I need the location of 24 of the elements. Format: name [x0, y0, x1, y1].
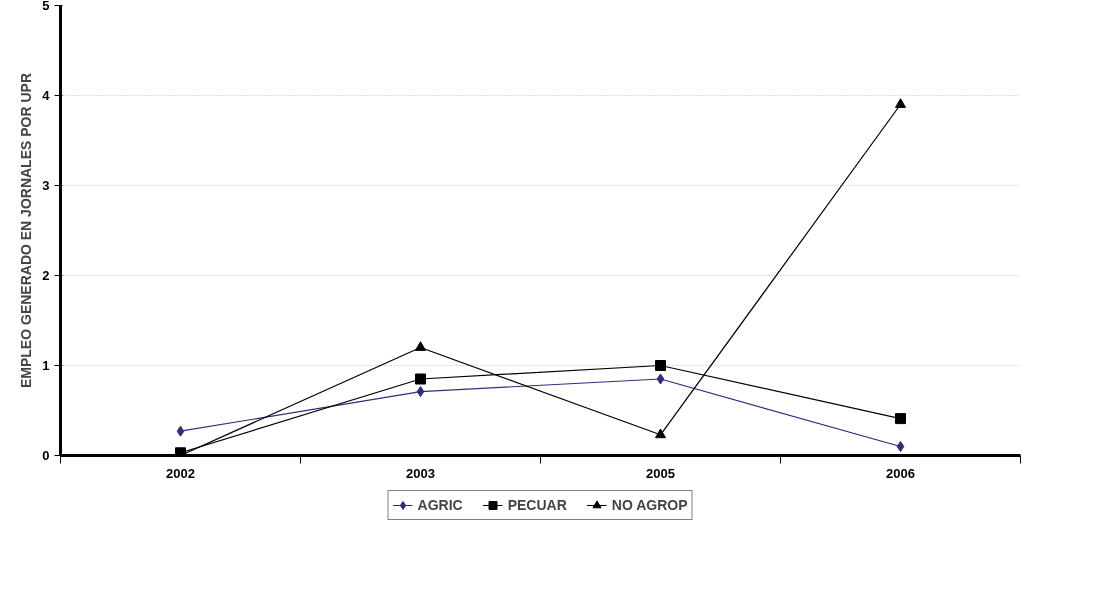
legend-label: PECUAR	[507, 497, 567, 513]
point	[415, 341, 426, 351]
point	[656, 373, 665, 385]
point	[895, 98, 906, 108]
point	[655, 360, 666, 371]
point	[895, 413, 906, 425]
y-tick-label: 5	[42, 0, 50, 13]
y-tick-label: 1	[42, 358, 50, 373]
legend-label: NO AGROP	[611, 497, 688, 513]
x-tick-label: 2002	[166, 465, 195, 481]
point	[896, 441, 905, 452]
y-tick-label: 4	[42, 88, 51, 103]
x-tick-label: 2005	[646, 465, 675, 481]
x-tick-label: 2003	[406, 465, 435, 481]
y-tick-label: 2	[42, 268, 50, 283]
y-tick-label: 3	[42, 178, 50, 193]
y-tick-label: 0	[42, 448, 50, 463]
point	[415, 373, 426, 385]
point	[416, 386, 425, 398]
x-tick-label: 2006	[886, 465, 915, 481]
point	[655, 428, 666, 439]
point	[176, 425, 185, 437]
y-axis-title: EMPLEO GENERADO EN JORNALES POR UPR	[18, 72, 35, 389]
legend-label: AGRIC	[417, 497, 463, 513]
